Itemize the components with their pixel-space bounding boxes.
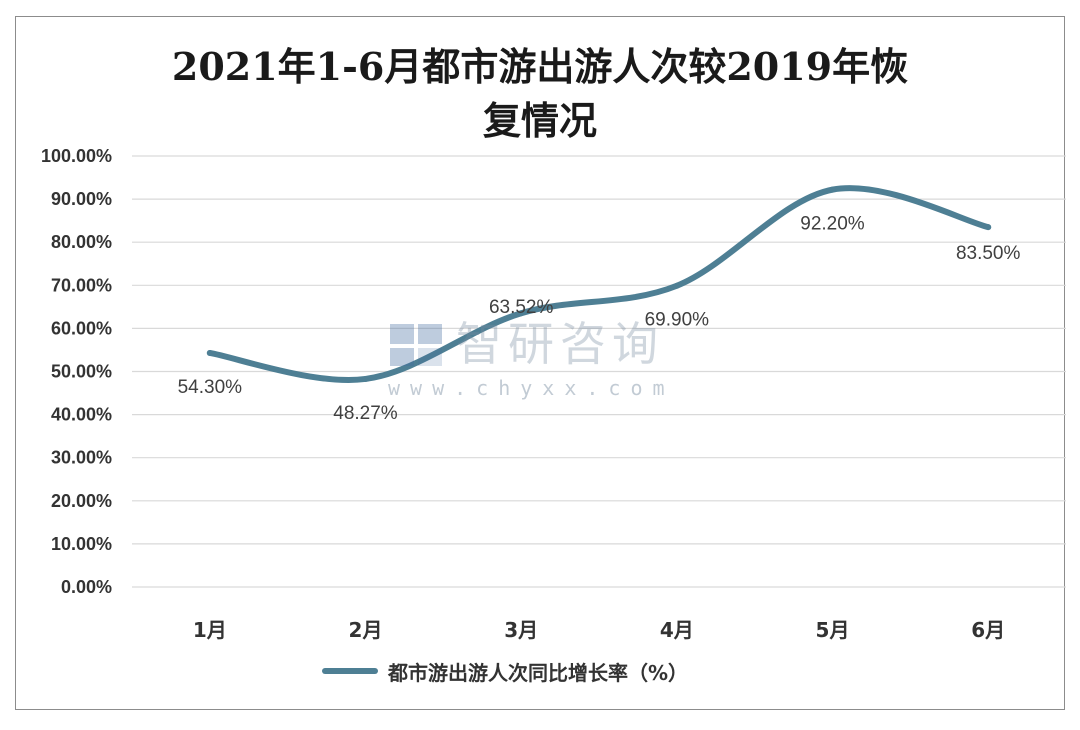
data-point <box>673 282 680 289</box>
y-tick-label: 80.00% <box>51 232 112 252</box>
data-label: 63.52% <box>489 297 554 318</box>
data-label: 69.90% <box>645 310 710 331</box>
data-labels: 54.30% 48.27% 63.52% 69.90% 92.20% 83.50% <box>178 214 1021 424</box>
data-label: 92.20% <box>800 214 865 235</box>
y-tick-label: 20.00% <box>51 491 112 511</box>
legend-label: 都市游出游人次同比增长率（%） <box>388 661 689 685</box>
chart-title: 2021年1-6月都市游出游人次较2019年恢 复情况 <box>90 40 990 148</box>
y-tick-label: 90.00% <box>51 189 112 209</box>
data-points <box>206 186 992 382</box>
data-point <box>829 186 836 193</box>
y-tick-label: 60.00% <box>51 318 112 338</box>
chart-title-line-2: 复情况 <box>482 98 597 143</box>
y-tick-label: 100.00% <box>41 146 112 166</box>
data-label: 54.30% <box>178 377 243 398</box>
data-label: 83.50% <box>956 243 1021 264</box>
data-point <box>985 224 992 231</box>
x-tick-label: 2月 <box>349 618 383 642</box>
y-axis-ticks: 0.00% 10.00% 20.00% 30.00% 40.00% 50.00% 60.00… <box>41 146 112 597</box>
series-line <box>206 185 992 383</box>
y-tick-label: 10.00% <box>51 534 112 554</box>
y-tick-label: 50.00% <box>51 362 112 382</box>
data-point <box>518 310 525 317</box>
data-point <box>362 375 369 382</box>
x-tick-label: 6月 <box>971 618 1005 642</box>
chart-frame <box>15 16 1065 710</box>
x-tick-label: 3月 <box>504 618 538 642</box>
y-tick-label: 0.00% <box>61 577 112 597</box>
data-point <box>206 349 213 356</box>
legend-swatch <box>322 668 378 674</box>
data-label: 48.27% <box>333 403 398 424</box>
x-tick-label: 5月 <box>816 618 850 642</box>
y-tick-label: 30.00% <box>51 448 112 468</box>
x-tick-label: 1月 <box>193 618 227 642</box>
y-tick-label: 70.00% <box>51 275 112 295</box>
x-tick-label: 4月 <box>660 618 694 642</box>
y-tick-label: 40.00% <box>51 405 112 425</box>
x-axis-ticks: 1月 2月 3月 4月 5月 6月 <box>193 618 1005 642</box>
chart-title-line-1: 2021年1-6月都市游出游人次较2019年恢 <box>171 44 909 89</box>
